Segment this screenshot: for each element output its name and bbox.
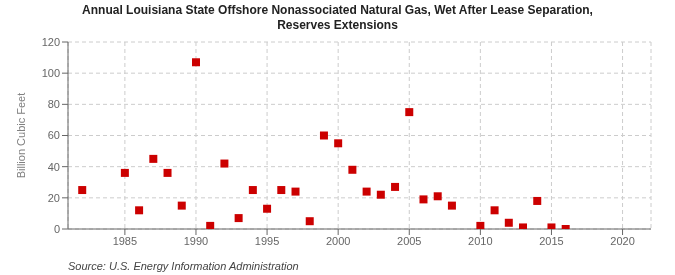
svg-text:100: 100 — [42, 67, 60, 79]
svg-text:1995: 1995 — [255, 235, 279, 247]
svg-text:1990: 1990 — [184, 235, 208, 247]
svg-text:2010: 2010 — [468, 235, 492, 247]
html-text:Reserves Extensions: Reserves Extensions — [277, 18, 398, 32]
html-text:Annual Louisiana State Offshor: Annual Louisiana State Offshore Nonassoc… — [82, 3, 593, 17]
svg-text:40: 40 — [48, 161, 60, 173]
svg-text:Billion Cubic Feet: Billion Cubic Feet — [15, 93, 27, 179]
svg-text:2020: 2020 — [610, 235, 634, 247]
svg-text:60: 60 — [48, 129, 60, 141]
svg-text:2005: 2005 — [397, 235, 421, 247]
html-text:Source: U.S. Energy Informatio: Source: U.S. Energy Information Administ… — [68, 260, 299, 272]
svg-text:80: 80 — [48, 98, 60, 110]
svg-text:0: 0 — [54, 223, 60, 235]
svg-text:2015: 2015 — [539, 235, 563, 247]
svg-text:120: 120 — [42, 36, 60, 48]
svg-text:20: 20 — [48, 192, 60, 204]
svg-text:1985: 1985 — [113, 235, 137, 247]
svg-text:2000: 2000 — [326, 235, 350, 247]
